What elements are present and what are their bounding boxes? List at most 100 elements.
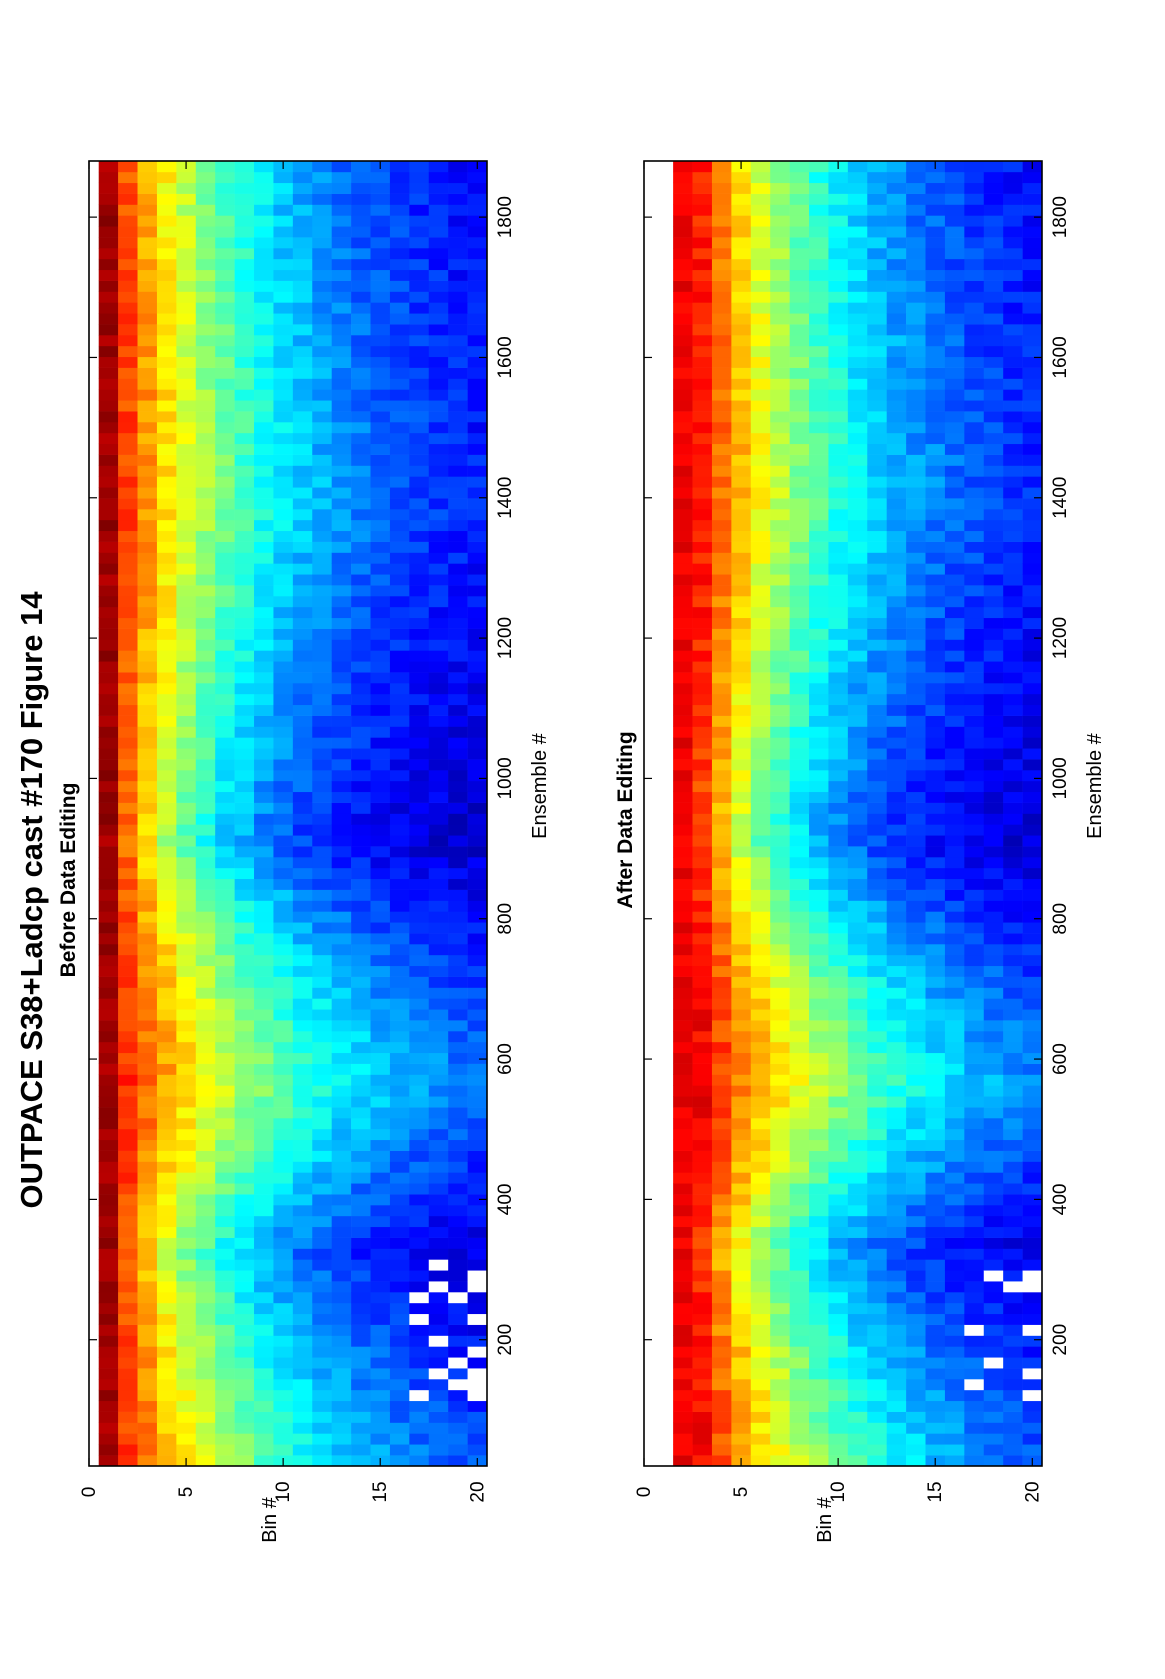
heatmap-cell (137, 498, 158, 510)
heatmap-cell (312, 650, 332, 662)
heatmap-cell (711, 1433, 732, 1445)
heatmap-cell (351, 933, 371, 945)
heatmap-cell (886, 661, 907, 673)
heatmap-cell (195, 889, 216, 901)
heatmap-cell (711, 1313, 732, 1325)
heatmap-cell (156, 1455, 177, 1467)
heatmap-cell (428, 1226, 449, 1238)
heatmap-cell (809, 1161, 829, 1173)
heatmap-cell (886, 1139, 907, 1151)
heatmap-cell (906, 1433, 926, 1445)
heatmap-cell (1003, 1096, 1023, 1108)
heatmap-cell (156, 889, 177, 901)
heatmap-cell (906, 541, 926, 553)
heatmap-cell (156, 998, 177, 1010)
heatmap-cell (176, 454, 197, 466)
heatmap-cell (964, 563, 985, 575)
heatmap-cell (409, 965, 430, 977)
heatmap-cell (731, 900, 752, 912)
heatmap-cell (925, 1096, 946, 1108)
heatmap-panel-before: Before Data Editing 20040060080010001200… (57, 160, 551, 1543)
heatmap-cell (273, 563, 294, 575)
heatmap-cell (215, 563, 235, 575)
heatmap-cell (273, 422, 294, 434)
heatmap-cell (331, 313, 352, 325)
heatmap-cell (409, 237, 430, 249)
heatmap-cell (370, 215, 391, 227)
heatmap-cell (711, 780, 732, 793)
heatmap-cell (964, 1357, 985, 1369)
heatmap-cell (828, 1226, 849, 1238)
heatmap-cell (770, 1389, 790, 1402)
heatmap-cell (828, 737, 849, 749)
heatmap-cell (370, 1400, 391, 1412)
heatmap-cell (1022, 1118, 1043, 1130)
heatmap-cell (731, 791, 752, 803)
heatmap-cell (312, 1422, 332, 1434)
heatmap-cell (847, 911, 868, 923)
heatmap-cell (389, 1389, 410, 1402)
heatmap-cell (692, 335, 713, 347)
heatmap-cell (292, 1357, 313, 1369)
heatmap-cell (673, 1357, 693, 1369)
heatmap-cell (312, 715, 332, 727)
heatmap-cell (292, 1052, 313, 1064)
heatmap-cell (964, 1063, 985, 1075)
heatmap-cell (692, 933, 713, 945)
heatmap-cell (809, 291, 829, 303)
heatmap-cell (828, 585, 849, 597)
heatmap-cell (176, 400, 197, 412)
heatmap-cell (292, 237, 313, 249)
heatmap-cell (137, 443, 158, 455)
heatmap-cell (176, 878, 197, 890)
heatmap-cell (1003, 867, 1023, 880)
heatmap-cell (944, 900, 965, 912)
heatmap-cell (789, 672, 810, 684)
heatmap-cell (273, 498, 294, 510)
heatmap-cell (351, 400, 371, 412)
heatmap-cell (370, 182, 391, 194)
heatmap-cell (770, 487, 790, 499)
heatmap-cell (312, 509, 332, 521)
heatmap-cell (711, 258, 732, 271)
heatmap-cell (428, 1052, 449, 1064)
heatmap-cell (448, 1052, 468, 1064)
heatmap-cell (254, 824, 274, 836)
heatmap-cell (906, 1194, 926, 1206)
heatmap-cell (692, 574, 713, 586)
heatmap-cell (273, 171, 294, 184)
heatmap-cell (137, 759, 158, 771)
heatmap-cell (428, 1433, 449, 1445)
heatmap-cell (176, 1400, 197, 1412)
heatmap-cell (886, 1302, 907, 1315)
heatmap-cell (292, 1368, 313, 1380)
heatmap-cell (370, 737, 391, 749)
heatmap-cell (886, 182, 907, 194)
heatmap-cell (983, 1215, 1004, 1228)
heatmap-cell (215, 824, 235, 836)
heatmap-cell (156, 269, 177, 281)
heatmap-cell (351, 1128, 371, 1141)
heatmap-cell (692, 1379, 713, 1391)
heatmap-cell (409, 574, 430, 586)
heatmap-cell (828, 1368, 849, 1380)
heatmap-cell (770, 922, 790, 934)
heatmap-cell (906, 1205, 926, 1217)
heatmap-cell (98, 1346, 119, 1358)
heatmap-cell (886, 530, 907, 542)
heatmap-cell (925, 965, 946, 977)
heatmap-cell (1003, 389, 1023, 401)
heatmap-cell (770, 432, 790, 445)
heatmap-cell (867, 944, 887, 956)
heatmap-cell (1003, 335, 1023, 347)
heatmap-cell (137, 1118, 158, 1130)
heatmap-cell (964, 226, 985, 238)
heatmap-cell (886, 585, 907, 597)
heatmap-cell (789, 1444, 810, 1456)
heatmap-cell (692, 509, 713, 521)
heatmap-cell (886, 400, 907, 412)
heatmap-cell (692, 1248, 713, 1260)
heatmap-cell (750, 530, 771, 542)
heatmap-cell (428, 530, 449, 542)
heatmap-cell (711, 1118, 732, 1130)
